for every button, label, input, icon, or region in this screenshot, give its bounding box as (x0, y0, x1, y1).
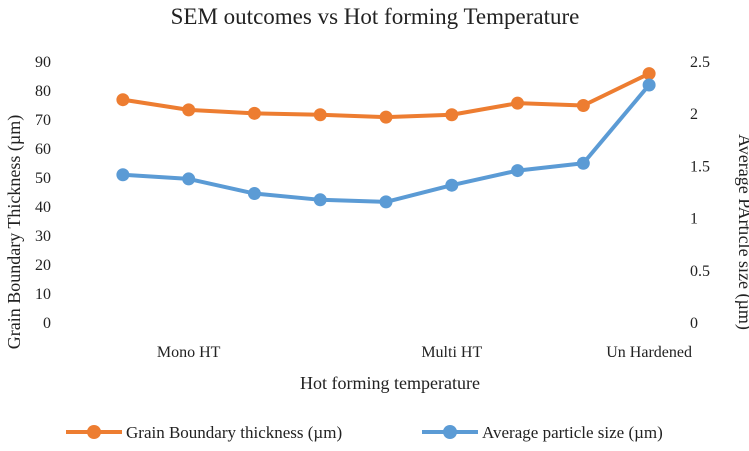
y2-tick-label: 1.5 (690, 158, 710, 175)
series-line-particle-size (120, 82, 652, 204)
y-tick-label: 60 (35, 141, 51, 158)
y2-tick-label: 0 (690, 315, 698, 332)
data-point-grain-boundary (642, 67, 656, 81)
data-point-particle-size (182, 172, 196, 186)
data-point-grain-boundary (247, 106, 261, 120)
data-point-grain-boundary (445, 108, 459, 122)
data-point-particle-size (642, 78, 656, 92)
chart-title: SEM outcomes vs Hot forming Temperature (171, 4, 580, 29)
legend-item-grain-boundary: Grain Boundary thickness (µm) (66, 423, 342, 442)
data-point-grain-boundary (313, 108, 327, 122)
legend-marker-particle-size (443, 425, 457, 439)
y2-tick-label: 1 (690, 211, 698, 228)
x-tick-label: Multi HT (421, 344, 482, 361)
legend-label-particle-size: Average particle size (µm) (482, 423, 663, 442)
data-point-grain-boundary (182, 103, 196, 117)
y-tick-label: 70 (35, 112, 51, 129)
x-axis-title: Hot forming temperature (300, 373, 480, 393)
data-point-particle-size (511, 164, 525, 178)
data-point-particle-size (576, 156, 590, 170)
y2-tick-label: 2.5 (690, 54, 710, 71)
y-tick-label: 80 (35, 83, 51, 100)
legend-item-particle-size: Average particle size (µm) (422, 423, 663, 442)
data-point-grain-boundary (511, 96, 525, 110)
y-tick-label: 10 (35, 286, 51, 303)
y-tick-label: 40 (35, 199, 51, 216)
x-axis-ticks: Mono HT Multi HT Un Hardened (157, 344, 692, 361)
legend: Grain Boundary thickness (µm) Average pa… (66, 423, 663, 442)
y-tick-label: 0 (43, 315, 51, 332)
x-tick-label: Mono HT (157, 344, 221, 361)
y2-tick-label: 0.5 (690, 263, 710, 280)
y-tick-label: 20 (35, 257, 51, 274)
y-tick-label: 90 (35, 54, 51, 71)
legend-label-grain-boundary: Grain Boundary thickness (µm) (126, 423, 342, 442)
data-point-grain-boundary (576, 99, 590, 112)
data-point-particle-size (116, 168, 130, 182)
data-point-grain-boundary (116, 93, 130, 107)
y-tick-label: 50 (35, 170, 51, 187)
data-point-particle-size (445, 178, 459, 192)
legend-marker-grain-boundary (87, 425, 101, 439)
data-point-particle-size (247, 187, 261, 201)
data-point-grain-boundary (379, 110, 393, 124)
plot-series (116, 67, 656, 209)
y-tick-label: 30 (35, 228, 51, 245)
y2-axis-ticks: 0 0.5 1 1.5 2 2.5 (690, 54, 710, 332)
y-axis-ticks: 0 10 20 30 40 50 60 70 80 90 (35, 54, 51, 332)
data-point-particle-size (379, 195, 393, 209)
y2-tick-label: 2 (690, 106, 698, 123)
y2-axis-title: Average PArticle size (µm) (734, 134, 749, 330)
y-axis-title: Grain Boundary Thickness (µm) (4, 115, 25, 350)
series-line-grain-boundary (120, 71, 652, 120)
x-tick-label: Un Hardened (606, 344, 692, 361)
data-point-particle-size (313, 193, 327, 207)
